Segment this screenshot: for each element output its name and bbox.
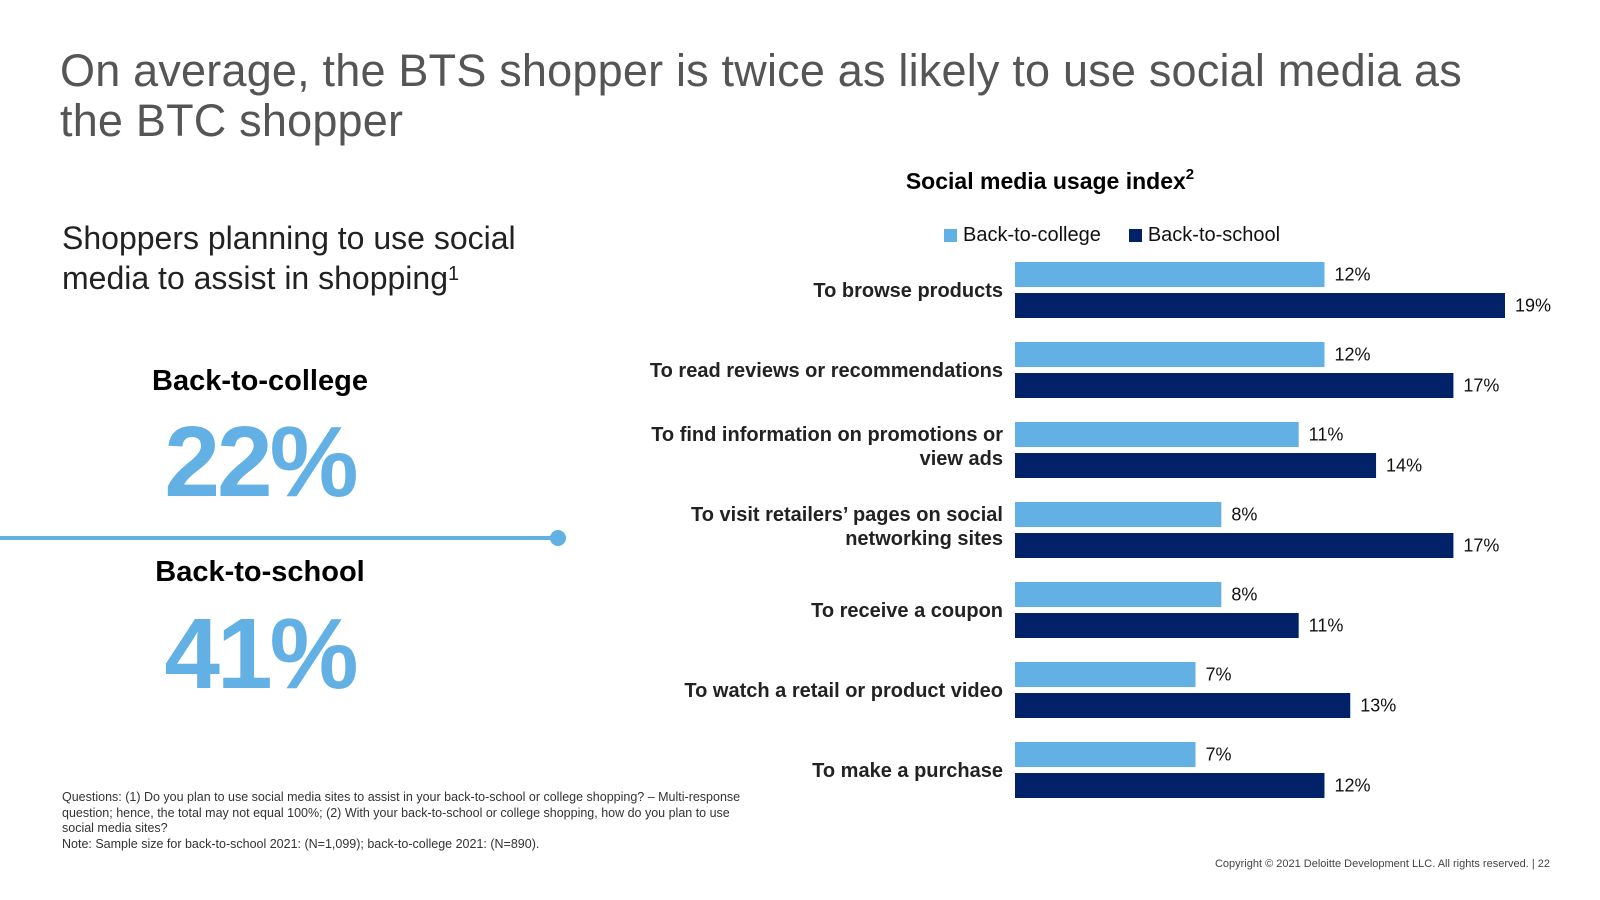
legend-label-back-to-college: Back-to-college [963,224,1101,246]
bar-back-to-school-to-read-reviews-or-recommendations [1015,373,1454,398]
bar-back-to-college-to-receive-a-coupon [1015,582,1222,607]
bar-back-to-school-to-make-a-purchase [1015,773,1325,798]
category-label-line: To make a purchase [812,760,1003,782]
footnotes: Questions: (1) Do you plan to use social… [62,790,742,852]
bar-back-to-school-to-watch-a-retail-or-product-video [1015,693,1351,718]
footnote-questions: Questions: (1) Do you plan to use social… [62,790,741,835]
bar-back-to-college-to-visit-retailers-pages-on-social-networking-sites [1015,502,1222,527]
category-label-to-receive-a-coupon: To receive a coupon [811,600,1003,622]
category-label-line: To find information on promotions or [651,424,1003,446]
bar-back-to-college-to-find-information-on-promotions-or-view-ads [1015,422,1299,447]
category-label-to-visit-retailers-pages-on-social-networking-sites: To visit retailers’ pages on social netwo… [691,504,1003,550]
data-label-back-to-college-to-browse-products: 12% [1334,265,1370,285]
category-label-line: To watch a retail or product video [684,680,1003,702]
bar-back-to-college-to-watch-a-retail-or-product-video [1015,662,1196,687]
chart-title-text: Social media usage index [905,168,1186,194]
bar-back-to-college-to-make-a-purchase [1015,742,1196,767]
chart-title: Social media usage index2 [880,166,1220,195]
subheading: Shoppers planning to use social media to… [62,218,582,298]
legend-item-back-to-college: Back-to-college [944,224,1101,247]
category-label-line: To read reviews or recommendations [650,360,1003,382]
legend-label-back-to-school: Back-to-school [1147,224,1281,246]
page-title: On average, the BTS shopper is twice as … [60,45,1462,146]
data-label-back-to-college-to-receive-a-coupon: 8% [1231,585,1257,605]
category-label-line: To visit retailers’ pages on social [691,504,1003,526]
category-label-to-find-information-on-promotions-or-view-ads: To find information on promotions or view… [651,424,1003,470]
category-label-line: view ads [920,448,1003,470]
legend-swatch-back-to-college [944,229,957,242]
data-label-back-to-college-to-make-a-purchase: 7% [1206,745,1232,765]
category-label-to-browse-products: To browse products [813,280,1003,302]
subheading-footnote-ref: 1 [448,263,460,285]
data-label-back-to-college-to-find-information-on-promotions-or-view-ads: 11% [1309,425,1344,445]
category-label-line: networking sites [845,528,1003,550]
data-label-back-to-school-to-visit-retailers-pages-on-social-networking-sites: 17% [1463,536,1499,556]
chart-legend: Back-to-college Back-to-school [944,224,1280,247]
category-label-to-make-a-purchase: To make a purchase [812,760,1003,782]
stat-label-back-to-school: Back-to-school [155,556,365,588]
bar-back-to-college-to-read-reviews-or-recommendations [1015,342,1325,367]
bar-back-to-school-to-visit-retailers-pages-on-social-networking-sites [1015,533,1454,558]
category-label-line: To browse products [813,280,1003,302]
category-label-to-read-reviews-or-recommendations: To read reviews or recommendations [650,360,1003,382]
data-label-back-to-school-to-read-reviews-or-recommendations: 17% [1463,376,1499,396]
data-label-back-to-college-to-visit-retailers-pages-on-social-networking-sites: 8% [1231,505,1257,525]
bar-back-to-school-to-browse-products [1015,293,1505,318]
stat-value-back-to-school: 41% [164,598,358,710]
stat-label-back-to-college: Back-to-college [152,365,368,397]
legend-swatch-back-to-school [1128,229,1142,242]
data-label-back-to-school-to-receive-a-coupon: 11% [1309,616,1344,636]
data-label-back-to-school-to-make-a-purchase: 12% [1334,776,1370,796]
copyright: Copyright © 2021 Deloitte Development LL… [1214,858,1550,870]
divider-line [0,536,558,540]
data-label-back-to-college-to-read-reviews-or-recommendations: 12% [1334,345,1370,365]
data-label-back-to-school-to-browse-products: 19% [1515,296,1551,316]
footnote-note: Note: Sample size for back-to-school 202… [62,836,540,851]
subheading-text: Shoppers planning to use social media to… [62,220,516,296]
chart-title-footnote-ref: 2 [1185,166,1195,183]
legend-item-back-to-school: Back-to-school [1128,224,1281,247]
data-label-back-to-school-to-find-information-on-promotions-or-view-ads: 14% [1386,456,1422,476]
bar-back-to-school-to-find-information-on-promotions-or-view-ads [1015,453,1377,478]
data-label-back-to-college-to-watch-a-retail-or-product-video: 7% [1206,665,1232,685]
bar-back-to-school-to-receive-a-coupon [1015,613,1299,638]
stat-value-back-to-college: 22% [164,406,358,518]
category-label-line: To receive a coupon [811,600,1003,622]
data-label-back-to-school-to-watch-a-retail-or-product-video: 13% [1360,696,1396,716]
bar-back-to-college-to-browse-products [1015,262,1325,287]
category-label-to-watch-a-retail-or-product-video: To watch a retail or product video [684,680,1003,702]
divider-dot [550,530,566,546]
